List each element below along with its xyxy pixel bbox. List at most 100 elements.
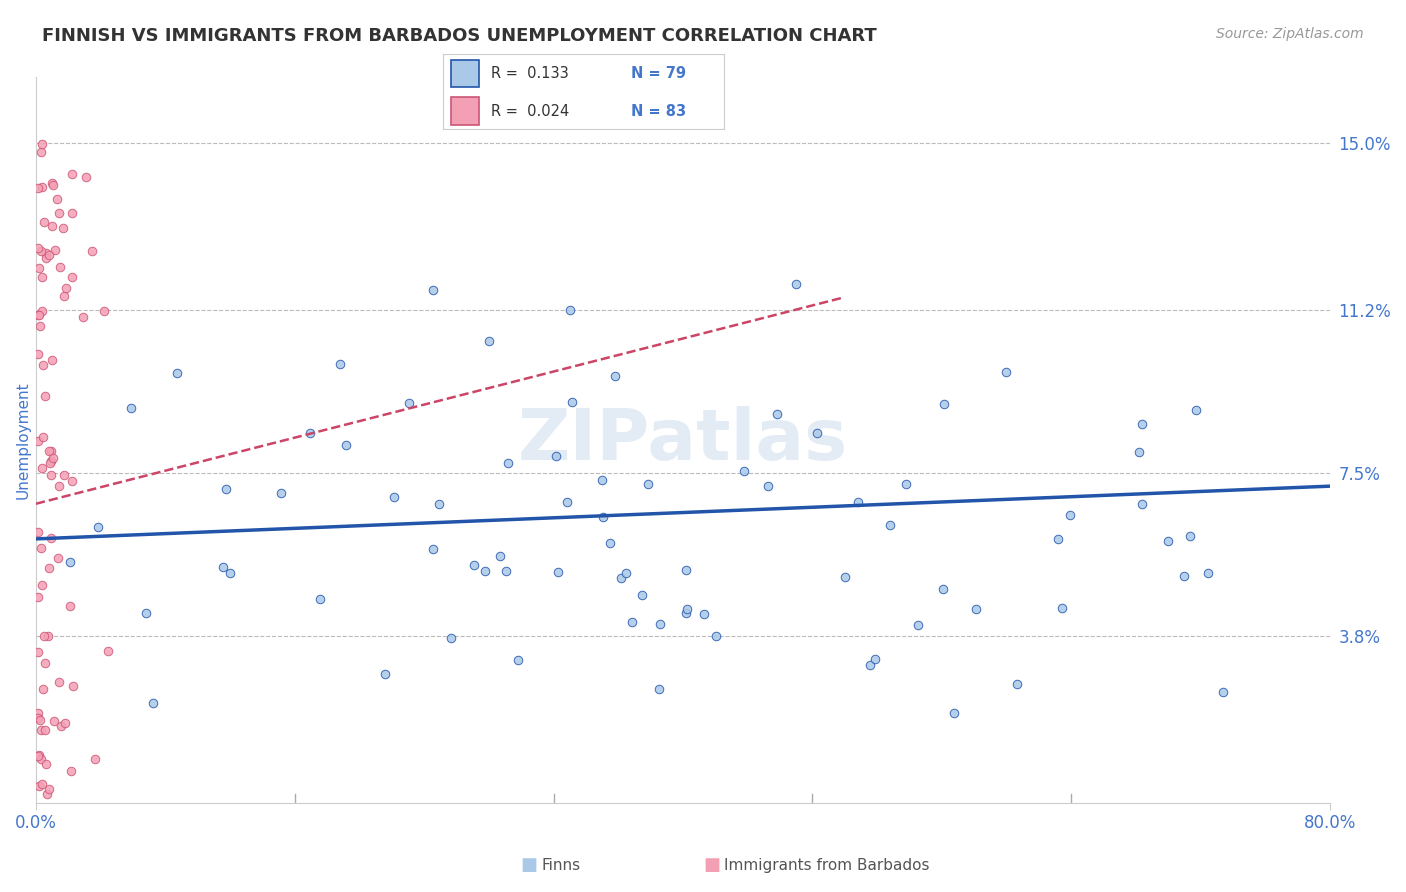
Point	[547, 565, 569, 579]
Point	[329, 357, 352, 371]
Point	[46, 192, 69, 206]
Point	[27, 308, 49, 322]
Point	[60, 167, 83, 181]
Point	[27, 347, 49, 361]
Point	[427, 497, 450, 511]
Point	[62, 206, 84, 220]
Point	[965, 601, 987, 615]
Point	[62, 270, 84, 285]
Point	[495, 565, 517, 579]
Point	[80, 244, 103, 259]
Point	[31, 136, 53, 151]
Text: Source: ZipAtlas.com: Source: ZipAtlas.com	[1216, 27, 1364, 41]
Point	[785, 277, 807, 291]
Point	[806, 426, 828, 441]
Point	[756, 479, 779, 493]
Point	[38, 561, 60, 575]
FancyBboxPatch shape	[451, 97, 479, 125]
Point	[34, 389, 56, 403]
Point	[28, 260, 51, 275]
Point	[30, 318, 52, 333]
Point	[34, 656, 56, 670]
Point	[37, 629, 59, 643]
Point	[561, 395, 583, 409]
Text: ■: ■	[520, 856, 537, 874]
Point	[30, 723, 52, 737]
Point	[506, 652, 529, 666]
Point	[1178, 529, 1201, 543]
Point	[42, 714, 65, 728]
Point	[39, 468, 62, 483]
Point	[27, 706, 49, 720]
Text: N = 79: N = 79	[631, 67, 686, 81]
Point	[398, 396, 420, 410]
Point	[59, 555, 82, 569]
Point	[995, 365, 1018, 379]
Point	[41, 451, 63, 466]
Point	[932, 582, 955, 597]
Point	[30, 751, 52, 765]
Point	[555, 495, 578, 509]
Point	[1050, 600, 1073, 615]
Point	[733, 464, 755, 478]
Text: ZIPatlas: ZIPatlas	[517, 406, 848, 475]
Point	[46, 551, 69, 566]
Point	[93, 303, 115, 318]
Point	[591, 473, 613, 487]
Point	[894, 477, 917, 491]
Point	[934, 396, 956, 410]
Point	[863, 651, 886, 665]
Point	[142, 696, 165, 710]
Point	[48, 675, 70, 690]
Point	[72, 310, 94, 324]
Point	[1197, 566, 1219, 580]
Point	[270, 485, 292, 500]
Point	[27, 434, 49, 449]
Point	[38, 443, 60, 458]
Point	[648, 616, 671, 631]
Point	[219, 566, 242, 580]
Point	[478, 334, 501, 348]
Point	[39, 531, 62, 545]
Point	[28, 308, 51, 322]
Point	[1185, 402, 1208, 417]
Point	[31, 304, 53, 318]
Point	[647, 682, 669, 697]
Text: N = 83: N = 83	[631, 103, 686, 119]
Text: Immigrants from Barbados: Immigrants from Barbados	[724, 858, 929, 872]
Point	[463, 558, 485, 572]
Text: FINNISH VS IMMIGRANTS FROM BARBADOS UNEMPLOYMENT CORRELATION CHART: FINNISH VS IMMIGRANTS FROM BARBADOS UNEM…	[42, 27, 877, 45]
Point	[31, 358, 53, 372]
Point	[32, 215, 55, 229]
Point	[28, 779, 51, 793]
Point	[675, 563, 697, 577]
Point	[1007, 677, 1029, 691]
Point	[135, 607, 157, 621]
Point	[1212, 685, 1234, 699]
Point	[592, 509, 614, 524]
Point	[834, 569, 856, 583]
Point	[34, 723, 56, 738]
Point	[496, 457, 519, 471]
Point	[27, 645, 49, 659]
Point	[27, 748, 49, 763]
Point	[943, 706, 966, 721]
Point	[86, 520, 108, 534]
Point	[48, 479, 70, 493]
Text: Finns: Finns	[541, 858, 581, 872]
Point	[27, 711, 49, 725]
Point	[422, 541, 444, 556]
Point	[59, 599, 82, 614]
Point	[35, 757, 58, 772]
Point	[41, 353, 63, 368]
Point	[30, 244, 52, 259]
Text: ■: ■	[703, 856, 720, 874]
Point	[39, 454, 62, 468]
Point	[620, 615, 643, 629]
Point	[30, 713, 52, 727]
Point	[1157, 533, 1180, 548]
Point	[704, 629, 727, 643]
Point	[599, 536, 621, 550]
Point	[1173, 569, 1195, 583]
Point	[120, 401, 142, 416]
